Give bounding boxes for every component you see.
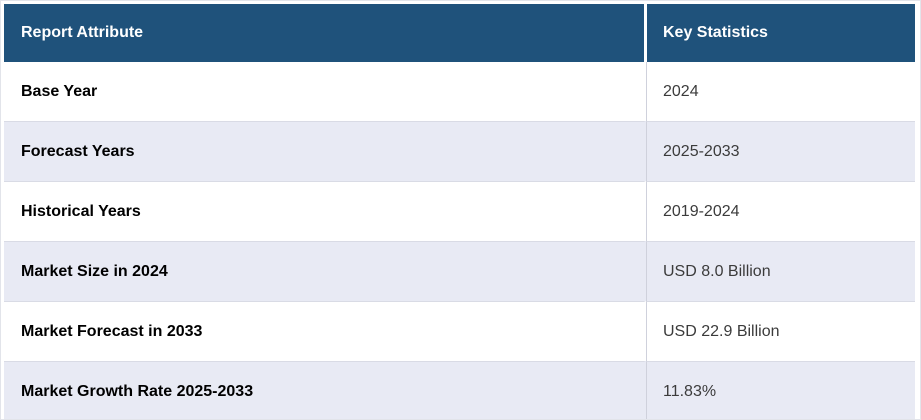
value-cell: 2019-2024 bbox=[646, 181, 915, 241]
table-row-market-growth-rate: Market Growth Rate 2025-2033 11.83% bbox=[4, 361, 915, 419]
value-cell: USD 8.0 Billion bbox=[646, 241, 915, 301]
table-header-row: Report Attribute Key Statistics bbox=[4, 4, 915, 62]
column-header-key-statistics: Key Statistics bbox=[646, 4, 915, 62]
table-row-market-forecast: Market Forecast in 2033 USD 22.9 Billion bbox=[4, 301, 915, 361]
column-header-report-attribute: Report Attribute bbox=[4, 4, 646, 62]
value-cell: 2024 bbox=[646, 62, 915, 121]
attribute-cell: Base Year bbox=[4, 62, 646, 121]
table-row-market-size: Market Size in 2024 USD 8.0 Billion bbox=[4, 241, 915, 301]
value-cell: USD 22.9 Billion bbox=[646, 301, 915, 361]
attribute-cell: Forecast Years bbox=[4, 121, 646, 181]
attribute-cell: Market Growth Rate 2025-2033 bbox=[4, 361, 646, 419]
attribute-cell: Market Size in 2024 bbox=[4, 241, 646, 301]
table-row-historical-years: Historical Years 2019-2024 bbox=[4, 181, 915, 241]
value-cell: 2025-2033 bbox=[646, 121, 915, 181]
value-cell: 11.83% bbox=[646, 361, 915, 419]
attribute-cell: Market Forecast in 2033 bbox=[4, 301, 646, 361]
table-row-base-year: Base Year 2024 bbox=[4, 62, 915, 121]
attribute-cell: Historical Years bbox=[4, 181, 646, 241]
key-statistics-table: Report Attribute Key Statistics Base Yea… bbox=[4, 4, 915, 419]
table-row-forecast-years: Forecast Years 2025-2033 bbox=[4, 121, 915, 181]
